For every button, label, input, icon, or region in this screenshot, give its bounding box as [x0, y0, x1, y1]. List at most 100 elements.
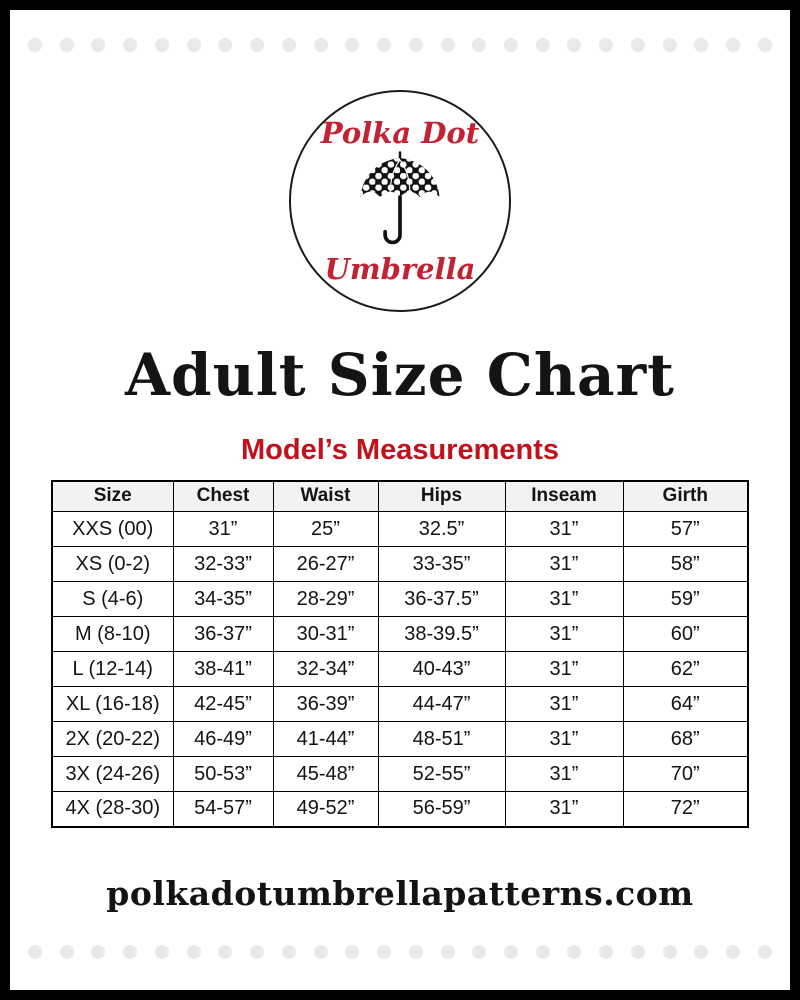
- size-label-cell: M (8-10): [51, 616, 174, 653]
- measurement-cell: 49-52”: [272, 791, 379, 828]
- page-title: Adult Size Chart: [125, 341, 675, 409]
- size-label-cell: 3X (24-26): [51, 756, 174, 793]
- measurement-cell: 30-31”: [272, 616, 379, 653]
- measurement-cell: 52-55”: [377, 756, 506, 793]
- measurement-cell: 70”: [622, 756, 749, 793]
- measurement-cell: 31”: [504, 721, 624, 758]
- measurement-cell: 50-53”: [172, 756, 274, 793]
- measurement-cell: 57”: [622, 511, 749, 548]
- measurement-cell: 33-35”: [377, 546, 506, 583]
- polka-dot: [313, 38, 328, 52]
- polka-dot: [630, 38, 645, 52]
- measurement-cell: 64”: [622, 686, 749, 723]
- polka-dot: [726, 944, 741, 959]
- measurement-cell: 38-41”: [172, 651, 274, 688]
- website-url: polkadotumbrellapatterns.com: [106, 873, 694, 913]
- size-label-cell: XL (16-18): [51, 686, 174, 723]
- measurement-cell: 31”: [504, 616, 624, 653]
- table-body: XXS (00) 31” 25” 32.5” 31” 57” XS (0-2) 32-33” 2…: [51, 511, 749, 828]
- polka-dot: [186, 38, 201, 52]
- table-row: L (12-14) 38-41” 32-34” 40-43” 31” 62”: [51, 651, 749, 688]
- polka-dot: [757, 944, 772, 959]
- measurement-cell: 31”: [504, 581, 624, 618]
- polka-dot: [281, 944, 296, 959]
- polka-dot: [408, 38, 423, 52]
- measurement-cell: 31”: [504, 651, 624, 688]
- measurement-cell: 26-27”: [272, 546, 379, 583]
- polka-dot: [218, 38, 233, 52]
- polka-dot: [440, 38, 455, 52]
- measurement-cell: 38-39.5”: [377, 616, 506, 653]
- column-header: Chest: [172, 480, 274, 513]
- size-label-cell: 4X (28-30): [51, 791, 174, 828]
- size-label-cell: L (12-14): [51, 651, 174, 688]
- polka-dot: [91, 38, 106, 52]
- table-row: XXS (00) 31” 25” 32.5” 31” 57”: [51, 511, 749, 548]
- measurement-cell: 32-33”: [172, 546, 274, 583]
- table-row: 4X (28-30) 54-57” 49-52” 56-59” 31” 72”: [51, 791, 749, 828]
- polka-dot: [59, 38, 74, 52]
- table-header-row: Size Chest Waist Hips Inseam Girth: [51, 480, 749, 513]
- polka-dot: [662, 38, 677, 52]
- polka-dot: [535, 38, 550, 52]
- polka-dot: [757, 38, 772, 52]
- table-row: XS (0-2) 32-33” 26-27” 33-35” 31” 58”: [51, 546, 749, 583]
- polka-dot: [504, 38, 519, 52]
- polka-dot: [91, 944, 106, 959]
- measurement-cell: 31”: [504, 791, 624, 828]
- polka-dot: [599, 944, 614, 959]
- column-header: Hips: [377, 480, 506, 513]
- measurement-cell: 36-39”: [272, 686, 379, 723]
- table-row: S (4-6) 34-35” 28-29” 36-37.5” 31” 59”: [51, 581, 749, 618]
- measurement-cell: 54-57”: [172, 791, 274, 828]
- polka-dot: [345, 38, 360, 52]
- polka-dot: [28, 944, 42, 959]
- polka-dot: [377, 944, 392, 959]
- size-label-cell: XXS (00): [51, 511, 174, 548]
- measurement-cell: 32.5”: [377, 511, 506, 548]
- polka-dot: [123, 944, 138, 959]
- polka-dot: [28, 38, 42, 52]
- polka-dot-divider-top: [28, 38, 772, 52]
- size-label-cell: 2X (20-22): [51, 721, 174, 758]
- measurement-cell: 45-48”: [272, 756, 379, 793]
- measurement-cell: 59”: [622, 581, 749, 618]
- table-row: 3X (24-26) 50-53” 45-48” 52-55” 31” 70”: [51, 756, 749, 793]
- polka-dot: [408, 944, 423, 959]
- brand-logo: Polka Dot Umbrella: [10, 90, 790, 312]
- polka-dot: [694, 944, 709, 959]
- polka-dot: [250, 38, 265, 52]
- measurement-cell: 48-51”: [377, 721, 506, 758]
- polka-dot: [472, 38, 487, 52]
- polka-dot: [535, 944, 550, 959]
- measurement-cell: 46-49”: [172, 721, 274, 758]
- measurement-cell: 56-59”: [377, 791, 506, 828]
- polka-dot: [726, 38, 741, 52]
- measurement-cell: 31”: [504, 511, 624, 548]
- size-label-cell: XS (0-2): [51, 546, 174, 583]
- column-header: Girth: [622, 480, 749, 513]
- polka-dot: [472, 944, 487, 959]
- polka-dot: [313, 944, 328, 959]
- table-row: M (8-10) 36-37” 30-31” 38-39.5” 31” 60”: [51, 616, 749, 653]
- section-subtitle: Model’s Measurements: [240, 433, 560, 466]
- measurement-cell: 34-35”: [172, 581, 274, 618]
- table-row: 2X (20-22) 46-49” 41-44” 48-51” 31” 68”: [51, 721, 749, 758]
- polka-dot: [567, 944, 582, 959]
- logo-text-top: Polka Dot: [320, 115, 480, 150]
- logo-circle: Polka Dot Umbrella: [289, 90, 511, 312]
- measurement-cell: 31”: [504, 546, 624, 583]
- polka-dot: [218, 944, 233, 959]
- size-label-cell: S (4-6): [51, 581, 174, 618]
- measurement-cell: 68”: [622, 721, 749, 758]
- polka-dot: [154, 38, 169, 52]
- measurement-cell: 40-43”: [377, 651, 506, 688]
- polka-dot: [440, 944, 455, 959]
- polka-dot: [281, 38, 296, 52]
- measurement-cell: 44-47”: [377, 686, 506, 723]
- polka-dot: [630, 944, 645, 959]
- polka-dot: [59, 944, 74, 959]
- measurement-cell: 32-34”: [272, 651, 379, 688]
- measurement-cell: 25”: [272, 511, 379, 548]
- polka-dot-divider-bottom: [28, 944, 772, 959]
